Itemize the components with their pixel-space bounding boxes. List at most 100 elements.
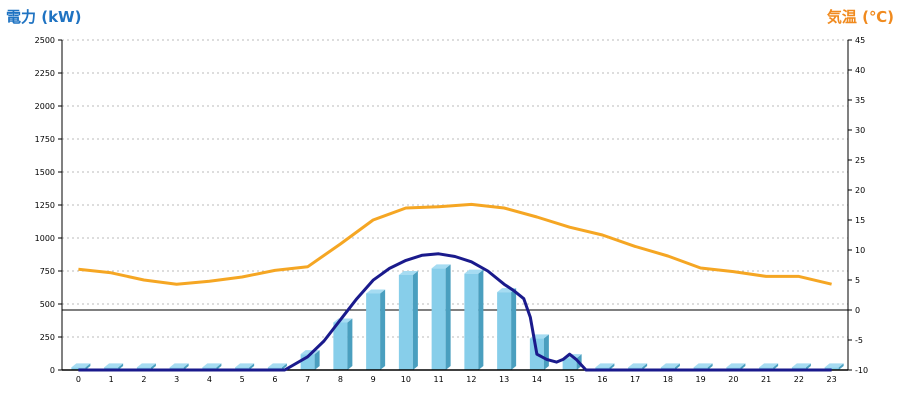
- bar: [562, 358, 577, 370]
- left-tick-label: 1250: [35, 201, 55, 210]
- right-tick-label: 25: [855, 156, 865, 165]
- left-tick-label: 1750: [35, 135, 55, 144]
- x-tick-label: 14: [532, 375, 542, 384]
- bar-side: [740, 363, 746, 370]
- right-tick-label: 40: [855, 66, 865, 75]
- right-tick-label: 45: [855, 36, 865, 45]
- bar-top: [169, 363, 189, 368]
- bar: [431, 268, 446, 370]
- bar: [464, 273, 479, 370]
- bar-side: [150, 363, 156, 370]
- bar-side: [314, 350, 320, 370]
- x-tick-label: 16: [597, 375, 607, 384]
- x-tick-label: 3: [174, 375, 179, 384]
- x-tick-label: 17: [630, 375, 640, 384]
- right-axis-title: 気温 (℃): [826, 8, 894, 26]
- bar-top: [628, 363, 648, 368]
- bar: [824, 367, 839, 370]
- right-tick-label: 35: [855, 96, 865, 105]
- x-tick-label: 13: [499, 375, 509, 384]
- bar-side: [347, 318, 353, 370]
- left-tick-label: 2000: [35, 102, 55, 111]
- bar-top: [595, 363, 615, 368]
- bar-side: [805, 363, 811, 370]
- bar: [497, 292, 512, 370]
- right-tick-label: 15: [855, 216, 865, 225]
- x-tick-label: 23: [827, 375, 837, 384]
- x-tick-label: 15: [565, 375, 575, 384]
- bar-side: [183, 363, 189, 370]
- bar: [398, 274, 413, 370]
- x-tick-label: 9: [371, 375, 376, 384]
- left-tick-label: 1000: [35, 234, 55, 243]
- bar-top: [235, 363, 255, 368]
- x-tick-label: 0: [76, 375, 81, 384]
- bar-top: [464, 269, 484, 274]
- x-tick-label: 21: [761, 375, 771, 384]
- x-tick-label: 20: [728, 375, 738, 384]
- bar-side: [478, 269, 484, 370]
- x-tick-label: 11: [434, 375, 444, 384]
- left-tick-label: 250: [40, 333, 55, 342]
- x-tick-label: 10: [401, 375, 411, 384]
- right-tick-label: 20: [855, 186, 865, 195]
- right-tick-label: 5: [855, 276, 860, 285]
- bar-side: [838, 363, 844, 370]
- bar-top: [71, 363, 91, 368]
- bar-side: [642, 363, 648, 370]
- bar-top: [791, 363, 811, 368]
- bar-top: [267, 363, 287, 368]
- x-tick-label: 4: [207, 375, 212, 384]
- x-tick-label: 12: [466, 375, 476, 384]
- bar-side: [281, 363, 287, 370]
- right-tick-label: 0: [855, 306, 860, 315]
- bar-top: [431, 264, 451, 269]
- left-tick-label: 500: [40, 300, 55, 309]
- bar-top: [726, 363, 746, 368]
- right-tick-label: -10: [855, 366, 868, 375]
- x-tick-label: 1: [109, 375, 114, 384]
- bar: [333, 322, 348, 370]
- x-tick-label: 8: [338, 375, 343, 384]
- x-tick-label: 22: [794, 375, 804, 384]
- x-tick-label: 6: [272, 375, 277, 384]
- power-curve-line: [78, 252, 832, 372]
- left-tick-label: 2250: [35, 69, 55, 78]
- bar-top: [759, 363, 779, 368]
- bar-side: [85, 363, 91, 370]
- bar-side: [118, 363, 124, 370]
- left-tick-label: 0: [50, 366, 55, 375]
- x-tick-label: 19: [696, 375, 706, 384]
- left-tick-label: 2500: [35, 36, 55, 45]
- bar-top: [366, 289, 386, 294]
- bar-top: [660, 363, 680, 368]
- bar-side: [674, 363, 680, 370]
- bar-side: [609, 363, 615, 370]
- temperature-line: [78, 202, 832, 286]
- x-tick-label: 18: [663, 375, 673, 384]
- bar-top: [693, 363, 713, 368]
- bar-side: [773, 363, 779, 370]
- bar-top: [824, 363, 844, 368]
- x-tick-label: 7: [305, 375, 310, 384]
- bar-side: [707, 363, 713, 370]
- bar-side: [543, 334, 549, 370]
- bar-side: [511, 288, 517, 370]
- bar-top: [398, 270, 418, 275]
- bar-side: [445, 264, 451, 370]
- right-tick-label: 10: [855, 246, 865, 255]
- right-tick-label: 30: [855, 126, 865, 135]
- bar: [366, 293, 381, 370]
- bar: [71, 367, 86, 370]
- bar-side: [216, 363, 222, 370]
- left-axis-title: 電力 (kW): [6, 8, 82, 26]
- bar-side: [249, 363, 255, 370]
- bar-side: [380, 289, 386, 370]
- x-tick-label: 2: [141, 375, 146, 384]
- left-tick-label: 750: [40, 267, 55, 276]
- bar-top: [136, 363, 156, 368]
- bar-side: [412, 270, 418, 370]
- right-tick-label: -5: [855, 336, 863, 345]
